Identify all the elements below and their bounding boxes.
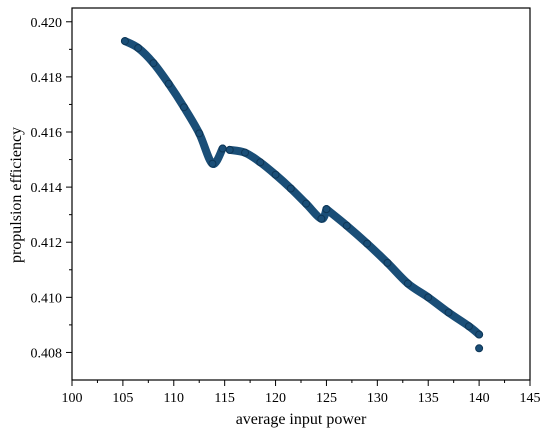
data-point xyxy=(424,293,433,302)
data-point xyxy=(475,344,484,353)
y-tick-label: 0.412 xyxy=(31,236,63,251)
axes: 100 105 110 115 120 125 130 135 140 145 0.408 0.410… xyxy=(31,7,541,406)
x-tick-label: 120 xyxy=(265,391,286,406)
data-point xyxy=(363,239,372,248)
data-point xyxy=(179,103,188,112)
data-point xyxy=(241,148,250,157)
data-point xyxy=(444,308,453,317)
x-tick-label: 110 xyxy=(164,391,184,406)
data-point xyxy=(342,221,351,230)
y-tick-label: 0.418 xyxy=(31,71,63,86)
data-point xyxy=(464,322,473,331)
data-point xyxy=(225,145,234,154)
data-point xyxy=(164,79,173,88)
data-point xyxy=(271,170,280,179)
x-tick-label: 145 xyxy=(520,391,541,406)
x-tick-label: 105 xyxy=(112,391,133,406)
series-curve-1 xyxy=(225,145,331,223)
data-marks xyxy=(120,37,484,353)
data-point xyxy=(383,258,392,267)
data-point xyxy=(322,205,331,214)
y-tick-label: 0.420 xyxy=(31,16,63,31)
data-point xyxy=(195,129,204,138)
data-point xyxy=(286,184,295,193)
y-tick-label: 0.410 xyxy=(31,291,63,306)
data-point xyxy=(403,279,412,288)
data-point xyxy=(120,37,129,46)
data-point xyxy=(134,43,143,52)
y-tick-label: 0.414 xyxy=(31,181,63,196)
x-axis-label: average input power xyxy=(236,411,367,428)
data-point xyxy=(149,59,158,68)
data-point xyxy=(208,159,217,168)
data-point xyxy=(302,199,311,208)
y-tick-label: 0.416 xyxy=(31,126,63,141)
y-tick-label: 0.408 xyxy=(31,346,63,361)
data-point xyxy=(317,214,326,223)
x-tick-label: 130 xyxy=(367,391,388,406)
x-tick-label: 115 xyxy=(214,391,234,406)
series-curve-0 xyxy=(120,37,227,168)
x-tick-label: 100 xyxy=(62,391,83,406)
y-axis-label: propulsion efficiency xyxy=(8,127,25,263)
x-tick-label: 140 xyxy=(469,391,490,406)
data-point xyxy=(256,158,265,167)
x-tick-label: 125 xyxy=(316,391,337,406)
x-tick-label: 135 xyxy=(418,391,439,406)
data-point xyxy=(218,144,227,153)
data-point xyxy=(475,330,484,339)
